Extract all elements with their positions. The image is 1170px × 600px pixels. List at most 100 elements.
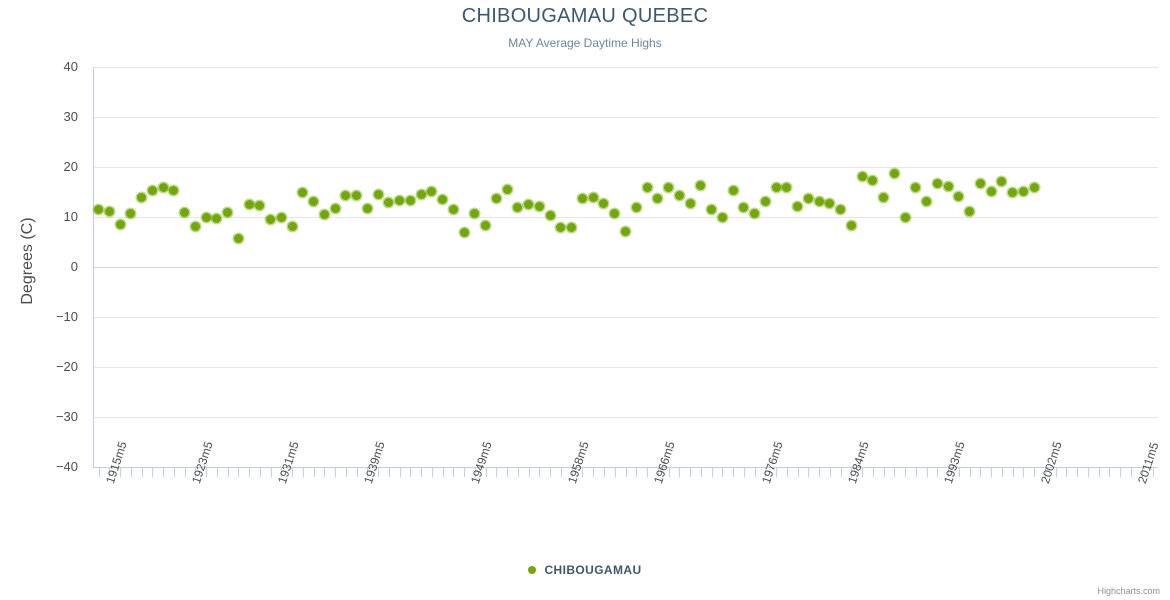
- scatter-point[interactable]: [405, 195, 415, 205]
- legend-item-label[interactable]: CHIBOUGAMAU: [544, 562, 642, 577]
- scatter-point[interactable]: [696, 180, 706, 190]
- scatter-point[interactable]: [276, 212, 286, 222]
- scatter-point[interactable]: [319, 210, 329, 219]
- scatter-point[interactable]: [814, 197, 824, 206]
- scatter-point[interactable]: [201, 212, 211, 222]
- scatter-point[interactable]: [266, 214, 276, 224]
- scatter-point[interactable]: [94, 205, 103, 214]
- scatter-point[interactable]: [502, 184, 512, 194]
- scatter-point[interactable]: [362, 203, 372, 213]
- x-axis-tick: [1153, 468, 1154, 477]
- scatter-point[interactable]: [158, 182, 168, 192]
- scatter-point[interactable]: [513, 202, 523, 212]
- scatter-point[interactable]: [642, 182, 652, 192]
- scatter-point[interactable]: [771, 182, 781, 192]
- scatter-point[interactable]: [674, 190, 684, 200]
- scatter-point[interactable]: [825, 199, 835, 208]
- scatter-point[interactable]: [534, 202, 544, 211]
- x-axis-line: [93, 467, 1158, 468]
- scatter-point[interactable]: [943, 182, 953, 191]
- scatter-point[interactable]: [1029, 182, 1039, 192]
- scatter-point[interactable]: [341, 190, 351, 200]
- x-axis-tick: [1120, 468, 1121, 477]
- scatter-point[interactable]: [330, 204, 340, 213]
- scatter-point[interactable]: [868, 176, 878, 185]
- scatter-point[interactable]: [1008, 188, 1018, 197]
- x-axis-tick: [1142, 468, 1143, 477]
- scatter-point[interactable]: [309, 196, 319, 206]
- scatter-point[interactable]: [986, 186, 996, 196]
- scatter-point[interactable]: [395, 196, 405, 205]
- scatter-point[interactable]: [685, 199, 695, 208]
- scatter-point[interactable]: [922, 196, 932, 206]
- scatter-point[interactable]: [588, 192, 598, 202]
- scatter-point[interactable]: [384, 197, 394, 207]
- scatter-point[interactable]: [954, 192, 964, 201]
- scatter-point[interactable]: [846, 220, 856, 230]
- scatter-point[interactable]: [965, 207, 975, 216]
- scatter-point[interactable]: [567, 222, 577, 232]
- scatter-point[interactable]: [223, 208, 233, 217]
- scatter-point[interactable]: [932, 178, 942, 188]
- scatter-point[interactable]: [169, 186, 179, 195]
- scatter-point[interactable]: [438, 194, 448, 204]
- scatter-point[interactable]: [900, 212, 910, 222]
- scatter-point[interactable]: [448, 204, 458, 214]
- scatter-point[interactable]: [190, 222, 200, 231]
- x-axis-tick: [281, 468, 282, 477]
- scatter-point[interactable]: [137, 193, 147, 202]
- y-axis-tick-label: 30: [63, 109, 78, 124]
- scatter-point[interactable]: [104, 206, 114, 216]
- scatter-point[interactable]: [707, 204, 717, 214]
- scatter-point[interactable]: [621, 227, 630, 236]
- scatter-point[interactable]: [459, 228, 469, 237]
- scatter-point[interactable]: [373, 190, 383, 199]
- chart-legend[interactable]: CHIBOUGAMAU: [0, 562, 1170, 577]
- scatter-point[interactable]: [524, 200, 534, 209]
- scatter-point[interactable]: [836, 204, 846, 214]
- scatter-point[interactable]: [577, 194, 587, 203]
- scatter-point[interactable]: [610, 209, 620, 218]
- scatter-point[interactable]: [481, 221, 491, 230]
- scatter-point[interactable]: [244, 200, 254, 209]
- scatter-point[interactable]: [352, 190, 362, 200]
- scatter-point[interactable]: [115, 220, 125, 229]
- scatter-point[interactable]: [997, 176, 1007, 186]
- scatter-point[interactable]: [147, 185, 157, 195]
- scatter-point[interactable]: [750, 209, 760, 218]
- x-axis-tick: [486, 468, 487, 477]
- scatter-point[interactable]: [491, 193, 501, 203]
- scatter-point[interactable]: [233, 233, 243, 243]
- scatter-point[interactable]: [287, 222, 297, 231]
- scatter-point[interactable]: [556, 222, 566, 232]
- scatter-point[interactable]: [739, 202, 749, 212]
- scatter-point[interactable]: [470, 209, 480, 218]
- scatter-point[interactable]: [857, 172, 867, 181]
- scatter-point[interactable]: [180, 207, 190, 217]
- scatter-point[interactable]: [889, 168, 899, 178]
- scatter-point[interactable]: [717, 212, 727, 222]
- x-axis-tick: [443, 468, 444, 477]
- scatter-point[interactable]: [1018, 187, 1028, 196]
- scatter-point[interactable]: [427, 187, 437, 196]
- scatter-point[interactable]: [911, 182, 921, 192]
- scatter-point[interactable]: [879, 193, 889, 202]
- scatter-point[interactable]: [545, 210, 555, 220]
- scatter-point[interactable]: [416, 190, 426, 199]
- credits-watermark[interactable]: Highcharts.com: [1097, 586, 1160, 596]
- scatter-point[interactable]: [803, 194, 813, 203]
- scatter-point[interactable]: [212, 214, 222, 223]
- scatter-point[interactable]: [255, 200, 265, 210]
- scatter-point[interactable]: [782, 183, 792, 192]
- scatter-point[interactable]: [298, 187, 308, 197]
- scatter-point[interactable]: [664, 183, 674, 192]
- scatter-point[interactable]: [653, 193, 663, 203]
- scatter-point[interactable]: [975, 178, 985, 188]
- x-axis-tick: [400, 468, 401, 477]
- scatter-point[interactable]: [760, 197, 770, 206]
- scatter-point[interactable]: [599, 198, 609, 208]
- scatter-point[interactable]: [728, 185, 738, 195]
- scatter-point[interactable]: [793, 201, 803, 211]
- scatter-point[interactable]: [631, 202, 641, 212]
- scatter-point[interactable]: [126, 209, 136, 218]
